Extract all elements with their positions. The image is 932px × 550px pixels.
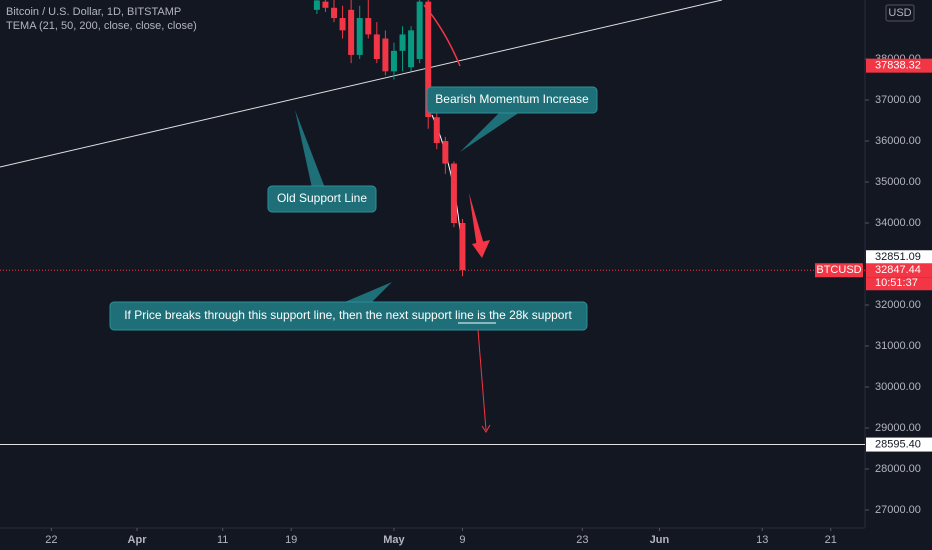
candle-body: [331, 7, 338, 19]
candle-body: [356, 18, 363, 55]
support-price-box: [866, 437, 932, 452]
callout-box: [426, 86, 598, 114]
arrow: [477, 329, 487, 431]
candle-body: [365, 18, 372, 35]
callout-pointer: [295, 110, 325, 188]
bid-price-box: [866, 250, 932, 265]
y-tick-label: 29000.00: [875, 422, 921, 434]
candle-body: [450, 163, 457, 224]
y-tick-label: 27000.00: [875, 504, 921, 516]
candle-body: [313, 0, 320, 10]
arrow: [481, 424, 491, 433]
candle-body: [416, 1, 423, 60]
candle-body: [322, 1, 329, 8]
annotation: Bearish Momentum Increase: [435, 92, 589, 106]
y-tick-label: 36000.00: [875, 135, 921, 147]
candle-body: [408, 30, 415, 68]
annotation: Old Support Line: [277, 191, 367, 205]
candle-body: [373, 34, 380, 60]
y-tick-label: 30000.00: [875, 381, 921, 393]
tema-price: 37838.32: [875, 60, 921, 72]
support-price: 28595.40: [875, 438, 921, 450]
candle-body: [459, 223, 466, 271]
y-tick-label: 32000.00: [875, 299, 921, 311]
candle-body: [339, 18, 346, 31]
candle-body: [433, 117, 440, 144]
x-tick-label: 11: [217, 534, 228, 546]
candle-body: [382, 38, 389, 72]
candle-body: [399, 34, 406, 51]
trend-line: [0, 0, 723, 168]
countdown: 10:51:37: [875, 277, 918, 289]
currency-box[interactable]: [885, 4, 915, 22]
x-tick-label: Jun: [650, 534, 670, 546]
last-price-box: [866, 263, 932, 278]
y-tick-label: 31000.00: [875, 340, 921, 352]
chart-title: Bitcoin / U.S. Dollar, 1D, BITSTAMP: [6, 6, 181, 18]
candle-body: [425, 1, 432, 118]
last-price: 32847.44: [875, 264, 921, 276]
candle-body: [442, 141, 449, 164]
x-tick-label: 9: [459, 534, 465, 546]
symbol-box: [815, 263, 863, 278]
currency[interactable]: USD: [888, 7, 911, 19]
x-tick-label: 19: [285, 534, 297, 546]
x-tick-label: 22: [45, 534, 57, 546]
candle-body: [390, 50, 397, 72]
x-tick-label: May: [383, 534, 405, 546]
tema-price-box: [866, 58, 932, 73]
indicator-label: TEMA (21, 50, 200, close, close, close): [6, 20, 197, 32]
y-tick-label: 37000.00: [875, 94, 921, 106]
y-tick-label: 35000.00: [875, 176, 921, 188]
x-tick-label: 23: [576, 534, 588, 546]
candle-body: [348, 9, 355, 55]
y-tick-label: 34000.00: [875, 217, 921, 229]
symbol: BTCUSD: [816, 264, 861, 276]
x-tick-label: 13: [756, 534, 768, 546]
arrow: [472, 240, 490, 258]
x-tick-label: 21: [825, 534, 837, 546]
callout-box: [267, 185, 377, 213]
callout-pointer: [460, 112, 520, 152]
countdown-box: [866, 277, 932, 291]
annotation: If Price breaks through this support lin…: [124, 308, 572, 322]
arrow: [469, 193, 485, 248]
y-tick-label: 28000.00: [875, 463, 921, 475]
x-tick-label: Apr: [128, 534, 148, 546]
bid-price: 32851.09: [875, 251, 921, 263]
callout-pointer: [340, 282, 392, 304]
